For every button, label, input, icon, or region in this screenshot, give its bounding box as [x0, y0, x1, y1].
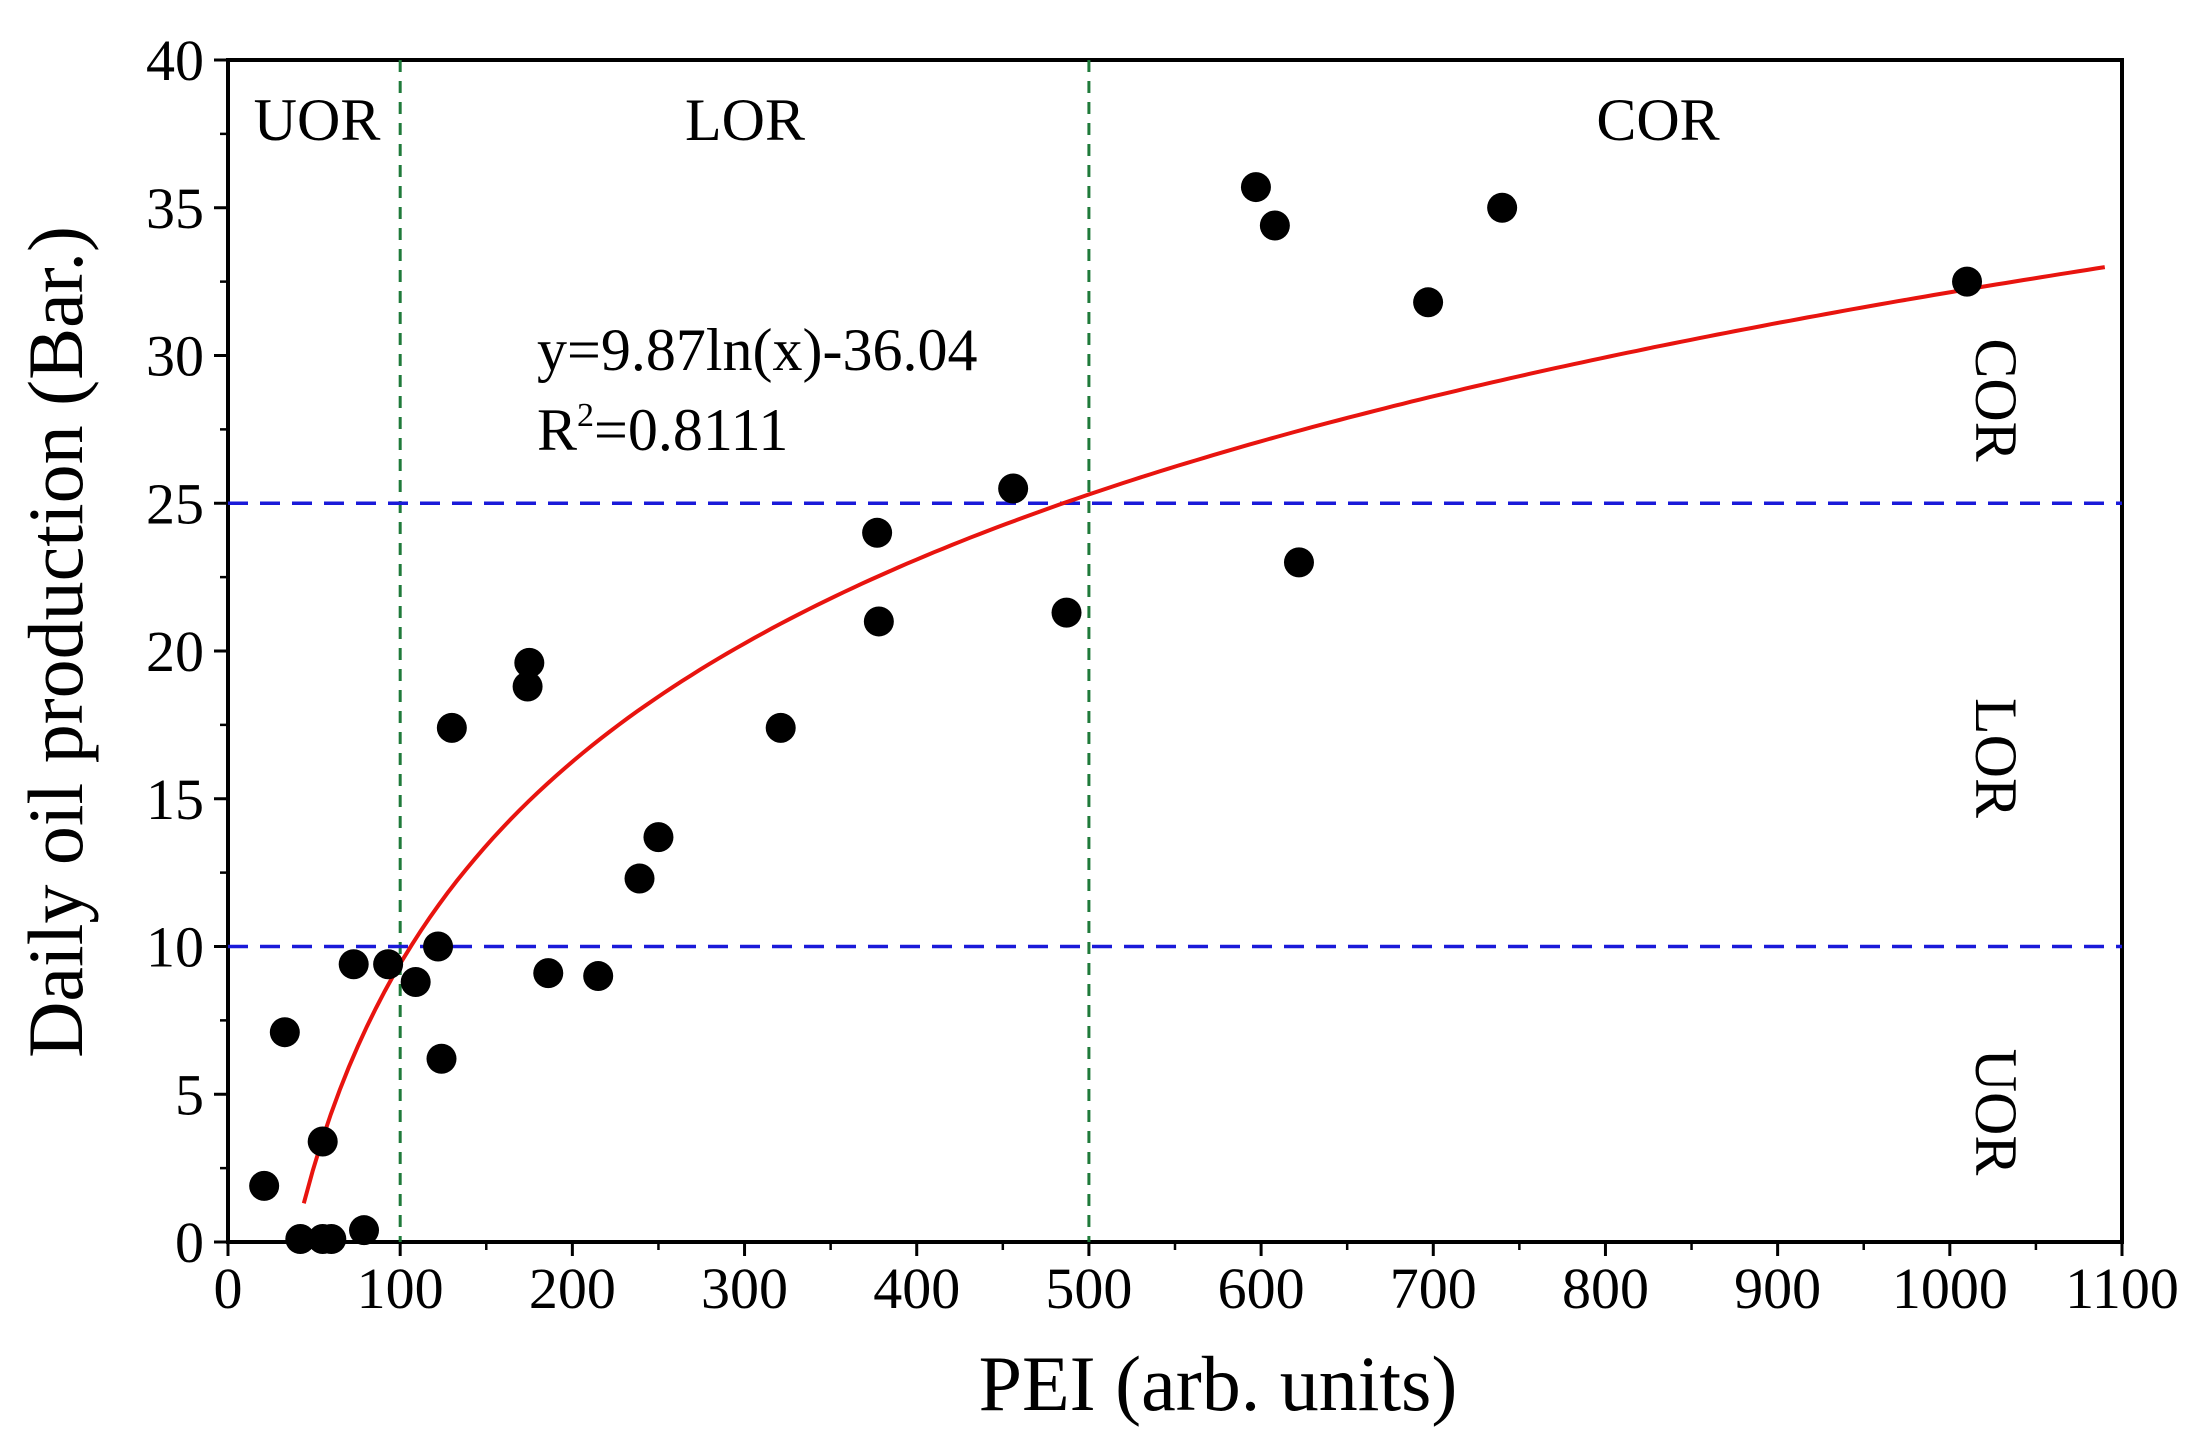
- y-tick-label-5: 5: [175, 1062, 204, 1127]
- horizontal-reference-lines: [228, 501, 2122, 949]
- y-tick-label-15: 15: [146, 767, 204, 832]
- fit-curve: [301, 265, 2106, 1204]
- x-tick-label-1000: 1000: [1892, 1256, 2008, 1321]
- vertical-reference-lines: [398, 60, 1091, 1242]
- x-tick-label-300: 300: [701, 1256, 788, 1321]
- fit-equation: y=9.87ln(x)-36.04: [537, 317, 977, 383]
- data-point-24: [1240, 172, 1271, 203]
- data-point-4: [316, 1224, 347, 1255]
- data-point-11: [426, 1043, 457, 1074]
- y-tick-label-0: 0: [175, 1210, 204, 1275]
- y-axis-title: Daily oil production (Bar.): [12, 226, 99, 1058]
- data-point-5: [307, 1126, 338, 1157]
- data-point-17: [624, 863, 655, 894]
- r2-exponent: 2: [577, 397, 594, 434]
- region-label-right-uor: UOR: [1963, 1049, 2029, 1176]
- data-point-8: [373, 949, 404, 980]
- y-tick-label-20: 20: [146, 619, 204, 684]
- data-point-18: [643, 822, 674, 853]
- y-tick-label-35: 35: [146, 176, 204, 241]
- data-point-7: [349, 1215, 380, 1246]
- y-tick-label-10: 10: [146, 915, 204, 980]
- data-point-1: [269, 1017, 300, 1048]
- x-tick-label-100: 100: [357, 1256, 444, 1321]
- data-point-21: [863, 606, 894, 637]
- x-tick-label-500: 500: [1045, 1256, 1132, 1321]
- y-tick-label-25: 25: [146, 471, 204, 536]
- data-point-28: [1487, 192, 1518, 223]
- x-axis: 0 100 200 300 400 500 600 700 800 900 1000 1100: [214, 1242, 2179, 1321]
- data-point-14: [514, 647, 545, 678]
- region-label-right-lor: LOR: [1963, 698, 2029, 818]
- x-tick-label-200: 200: [529, 1256, 616, 1321]
- y-axis: 0 5 10 15 20 25 30 35 40: [146, 28, 228, 1275]
- data-point-25: [1259, 210, 1290, 241]
- data-point-16: [583, 961, 614, 992]
- x-tick-label-0: 0: [214, 1256, 243, 1321]
- region-label-right-cor: COR: [1963, 338, 2029, 461]
- x-axis-title: PEI (arb. units): [979, 1340, 1458, 1427]
- y-tick-label-30: 30: [146, 324, 204, 389]
- y-tick-label-40: 40: [146, 28, 204, 93]
- data-point-29: [1952, 266, 1983, 297]
- r2-prefix: R: [537, 397, 577, 463]
- plot-frame: [226, 58, 2124, 1244]
- x-tick-label-400: 400: [873, 1256, 960, 1321]
- data-point-26: [1283, 547, 1314, 578]
- data-point-10: [423, 931, 454, 962]
- data-point-22: [998, 473, 1029, 504]
- data-point-0: [249, 1170, 280, 1201]
- region-label-top-cor: COR: [1596, 87, 1719, 153]
- region-label-top-lor: LOR: [685, 87, 805, 153]
- data-point-27: [1413, 287, 1444, 318]
- x-tick-label-600: 600: [1218, 1256, 1305, 1321]
- data-point-9: [400, 966, 431, 997]
- plot-area: [226, 58, 2124, 1244]
- r2-value: =0.8111: [594, 397, 788, 463]
- data-points: [249, 172, 1983, 1255]
- fit-r-squared: R2=0.8111: [537, 397, 788, 463]
- data-point-2: [285, 1224, 316, 1255]
- data-point-19: [765, 712, 796, 743]
- data-point-23: [1051, 597, 1082, 628]
- data-point-12: [436, 712, 467, 743]
- x-tick-label-800: 800: [1562, 1256, 1649, 1321]
- data-point-15: [533, 958, 564, 989]
- data-point-13: [512, 671, 543, 702]
- region-label-top-uor: UOR: [254, 87, 381, 153]
- x-tick-label-700: 700: [1390, 1256, 1477, 1321]
- data-point-20: [862, 517, 893, 548]
- x-tick-label-1100: 1100: [2065, 1256, 2179, 1321]
- data-point-6: [338, 949, 369, 980]
- x-tick-label-900: 900: [1734, 1256, 1821, 1321]
